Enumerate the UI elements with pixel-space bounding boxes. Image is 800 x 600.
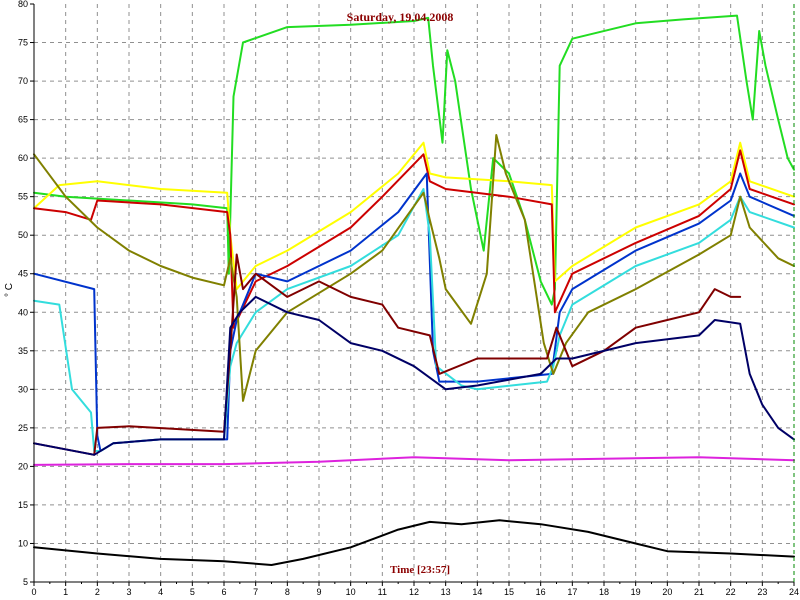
y-tick-label: 10 xyxy=(18,538,28,548)
x-tick-label: 17 xyxy=(567,587,577,597)
x-tick-label: 24 xyxy=(789,587,799,597)
tick-labels: 0 1 2 3 4 5 6 7 8 9 10 11 12 13 14 15 16 17 18 19 20 21 22 23 24… xyxy=(18,0,799,597)
chart-title: Saturday, 19.04.2008 xyxy=(347,10,454,24)
x-tick-label: 22 xyxy=(726,587,736,597)
x-tick-label: 10 xyxy=(346,587,356,597)
y-tick-label: 45 xyxy=(18,269,28,279)
y-tick-label: 70 xyxy=(18,76,28,86)
y-tick-label: 40 xyxy=(18,307,28,317)
y-tick-label: 50 xyxy=(18,230,28,240)
series-line-3 xyxy=(33,149,795,329)
y-tick-label: 60 xyxy=(18,153,28,163)
x-tick-label: 3 xyxy=(126,587,131,597)
x-tick-label: 4 xyxy=(158,587,163,597)
x-tick-label: 15 xyxy=(504,587,514,597)
y-tick-label: 20 xyxy=(18,461,28,471)
x-tick-label: 12 xyxy=(409,587,419,597)
y-tick-label: 75 xyxy=(18,38,28,48)
grid xyxy=(34,4,794,582)
y-tick-label: 55 xyxy=(18,192,28,202)
x-tick-label: 8 xyxy=(285,587,290,597)
y-axis-label: ° C xyxy=(4,283,15,297)
x-tick-label: 11 xyxy=(378,587,387,597)
x-tick-label: 2 xyxy=(95,587,100,597)
x-tick-label: 0 xyxy=(31,587,36,597)
x-tick-label: 14 xyxy=(472,587,482,597)
y-tick-label: 80 xyxy=(18,0,28,9)
x-axis-label: Time [23:57] xyxy=(390,564,450,576)
series-line-8 xyxy=(33,295,795,456)
series-line-2 xyxy=(33,141,795,291)
x-tick-label: 18 xyxy=(599,587,609,597)
y-tick-label: 30 xyxy=(18,384,28,394)
y-tick-label: 35 xyxy=(18,346,28,356)
series-line-10 xyxy=(33,519,795,566)
x-tick-label: 16 xyxy=(536,587,546,597)
x-tick-label: 5 xyxy=(190,587,195,597)
x-tick-label: 21 xyxy=(694,587,704,597)
y-tick-label: 5 xyxy=(23,577,28,587)
series-line-1 xyxy=(33,14,795,306)
x-tick-label: 19 xyxy=(631,587,641,597)
x-tick-label: 6 xyxy=(221,587,226,597)
x-tick-label: 23 xyxy=(757,587,767,597)
x-tick-label: 20 xyxy=(662,587,672,597)
x-tick-label: 1 xyxy=(63,587,68,597)
y-tick-label: 25 xyxy=(18,423,28,433)
series-line-6 xyxy=(33,134,795,402)
x-tick-label: 13 xyxy=(441,587,451,597)
series-layer xyxy=(33,14,795,566)
x-tick-label: 7 xyxy=(253,587,258,597)
y-tick-label: 65 xyxy=(18,115,28,125)
x-tick-label: 9 xyxy=(316,587,321,597)
y-tick-label: 15 xyxy=(18,500,28,510)
series-line-9 xyxy=(33,456,795,466)
